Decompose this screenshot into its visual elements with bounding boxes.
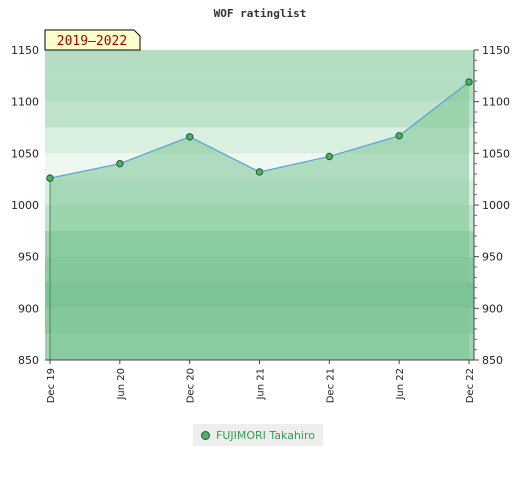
y-tick-label-right: 1050 [482,147,510,160]
x-tick-label: Jun 21 [256,368,267,401]
y-tick-label-left: 850 [18,354,39,367]
x-tick-label: Dec 19 [46,368,57,403]
y-tick-label-right: 850 [482,354,503,367]
y-tick-label-right: 900 [482,302,503,315]
period-badge: 2019–2022 [44,29,141,51]
period-badge-text: 2019–2022 [57,34,127,49]
data-point[interactable] [116,159,124,168]
y-tick-label-left: 1150 [11,44,39,57]
y-tick-label-right: 1100 [482,96,510,109]
right-y-axis: 850 900 950 1000 1050 1100 1150 [473,44,510,367]
left-y-axis: 850 900 950 1000 1050 1100 1150 [11,44,39,367]
series-area [50,82,469,361]
data-point[interactable] [185,133,194,141]
y-tick-label-left: 1050 [11,147,39,160]
y-tick-label-right: 950 [482,251,503,264]
background-band [45,101,474,128]
x-tick-label: Jun 22 [395,368,406,401]
data-points [46,78,473,182]
y-tick-label-left: 900 [18,302,39,315]
legend: FUJIMORI Takahiro [193,424,323,446]
data-point[interactable] [395,132,403,140]
data-point[interactable] [325,152,334,161]
x-axis: Dec 19 Jun 20 Dec 20 Jun 21 Dec 21 Jun 22 Dec … [45,359,476,403]
legend-marker-icon [201,430,210,440]
chart-title: WOF ratinglist [214,7,307,20]
data-point[interactable] [46,174,54,182]
data-point[interactable] [465,78,473,86]
x-tick-label: Dec 21 [325,368,336,403]
y-tick-label-right: 1150 [482,44,510,57]
legend-label: FUJIMORI Takahiro [216,428,315,442]
x-tick-label: Dec 20 [186,368,197,403]
y-tick-label-left: 950 [18,251,39,264]
background-band [45,75,474,102]
y-tick-label-right: 1000 [482,199,510,212]
x-tick-label: Jun 20 [116,368,127,401]
background-band [45,50,474,76]
x-tick-label: Dec 22 [465,368,476,403]
y-tick-label-left: 1000 [11,199,39,212]
y-tick-label-left: 1100 [11,96,39,109]
data-point[interactable] [255,168,264,176]
